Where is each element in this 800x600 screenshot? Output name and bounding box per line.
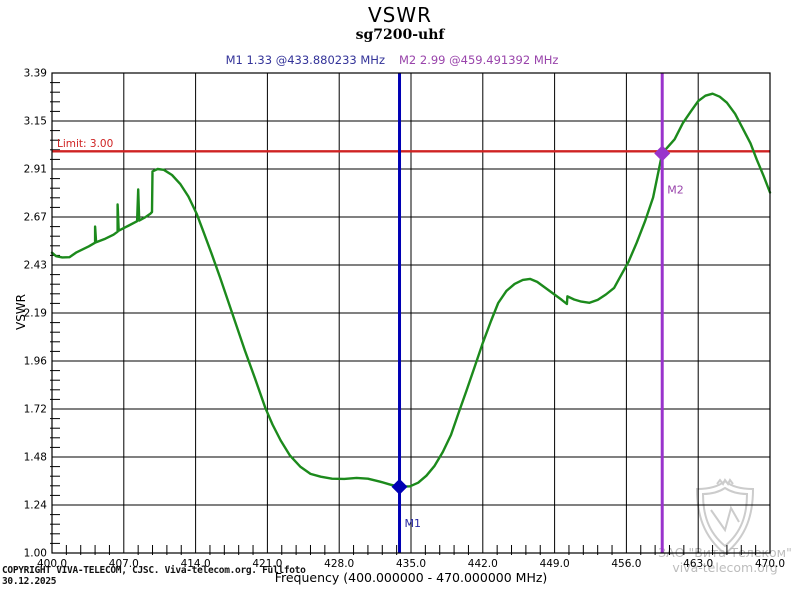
copyright-line: COPYRIGHT VIVA-TELECOM, CJSC. Viva-telec…	[2, 565, 306, 576]
svg-text:1.24: 1.24	[24, 500, 48, 512]
y-axis-title: VSWR	[14, 293, 28, 331]
svg-text:2.91: 2.91	[24, 164, 47, 176]
x-tick-labels: 400.0 407.0 414.0 421.0 428.0 435.0 442.0 449.0…	[37, 558, 785, 570]
svg-text:1.72: 1.72	[24, 404, 47, 416]
svg-text:M2: M2	[667, 183, 684, 196]
svg-text:414.0: 414.0	[181, 558, 211, 570]
svg-text:2.67: 2.67	[24, 212, 47, 224]
svg-text:2.43: 2.43	[24, 260, 47, 272]
marker-m1: M1	[391, 73, 422, 553]
svg-text:3.15: 3.15	[24, 116, 47, 128]
copyright-block: COPYRIGHT VIVA-TELECOM, CJSC. Viva-telec…	[2, 565, 306, 587]
svg-text:400.0: 400.0	[37, 558, 67, 570]
viva-telecom-shield-logo	[695, 478, 755, 556]
svg-text:1.00: 1.00	[24, 548, 47, 560]
svg-text:470.0: 470.0	[755, 558, 785, 570]
svg-text:442.0: 442.0	[468, 558, 498, 570]
svg-text:435.0: 435.0	[396, 558, 426, 570]
x-axis-title: Frequency (400.000000 - 470.000000 MHz)	[274, 570, 548, 585]
plot-border	[51, 72, 771, 554]
date-line: 30.12.2025	[2, 576, 57, 587]
page-title: VSWR	[367, 3, 433, 27]
svg-text:428.0: 428.0	[324, 558, 354, 570]
svg-text:456.0: 456.0	[611, 558, 641, 570]
svg-text:M1: M1	[405, 517, 422, 530]
svg-text:2.19: 2.19	[24, 308, 47, 320]
svg-text:1.48: 1.48	[24, 452, 47, 464]
svg-text:463.0: 463.0	[683, 558, 713, 570]
svg-text:421.0: 421.0	[252, 558, 282, 570]
marker-readout: M1 1.33 @433.880233 MHz M2 2.99 @459.4913…	[0, 53, 784, 67]
marker-readout-m2: M2 2.99 @459.491392 MHz	[399, 53, 559, 67]
y-tick-labels: 1.00 1.24 1.48 1.72 1.96 2.19 2.43 2.67 2.91 3.15…	[24, 68, 48, 560]
svg-text:407.0: 407.0	[109, 558, 139, 570]
svg-text:1.96: 1.96	[24, 356, 48, 368]
marker-readout-m1: M1 1.33 @433.880233 MHz	[225, 53, 385, 67]
svg-text:449.0: 449.0	[540, 558, 570, 570]
svg-text:3.39: 3.39	[24, 68, 47, 80]
limit-line-label: Limit: 3.00	[57, 138, 114, 150]
watermark-site: viva-telecom.org	[672, 560, 778, 575]
marker-m2: M2	[654, 73, 684, 553]
device-name: sg7200-uhf	[355, 27, 445, 43]
